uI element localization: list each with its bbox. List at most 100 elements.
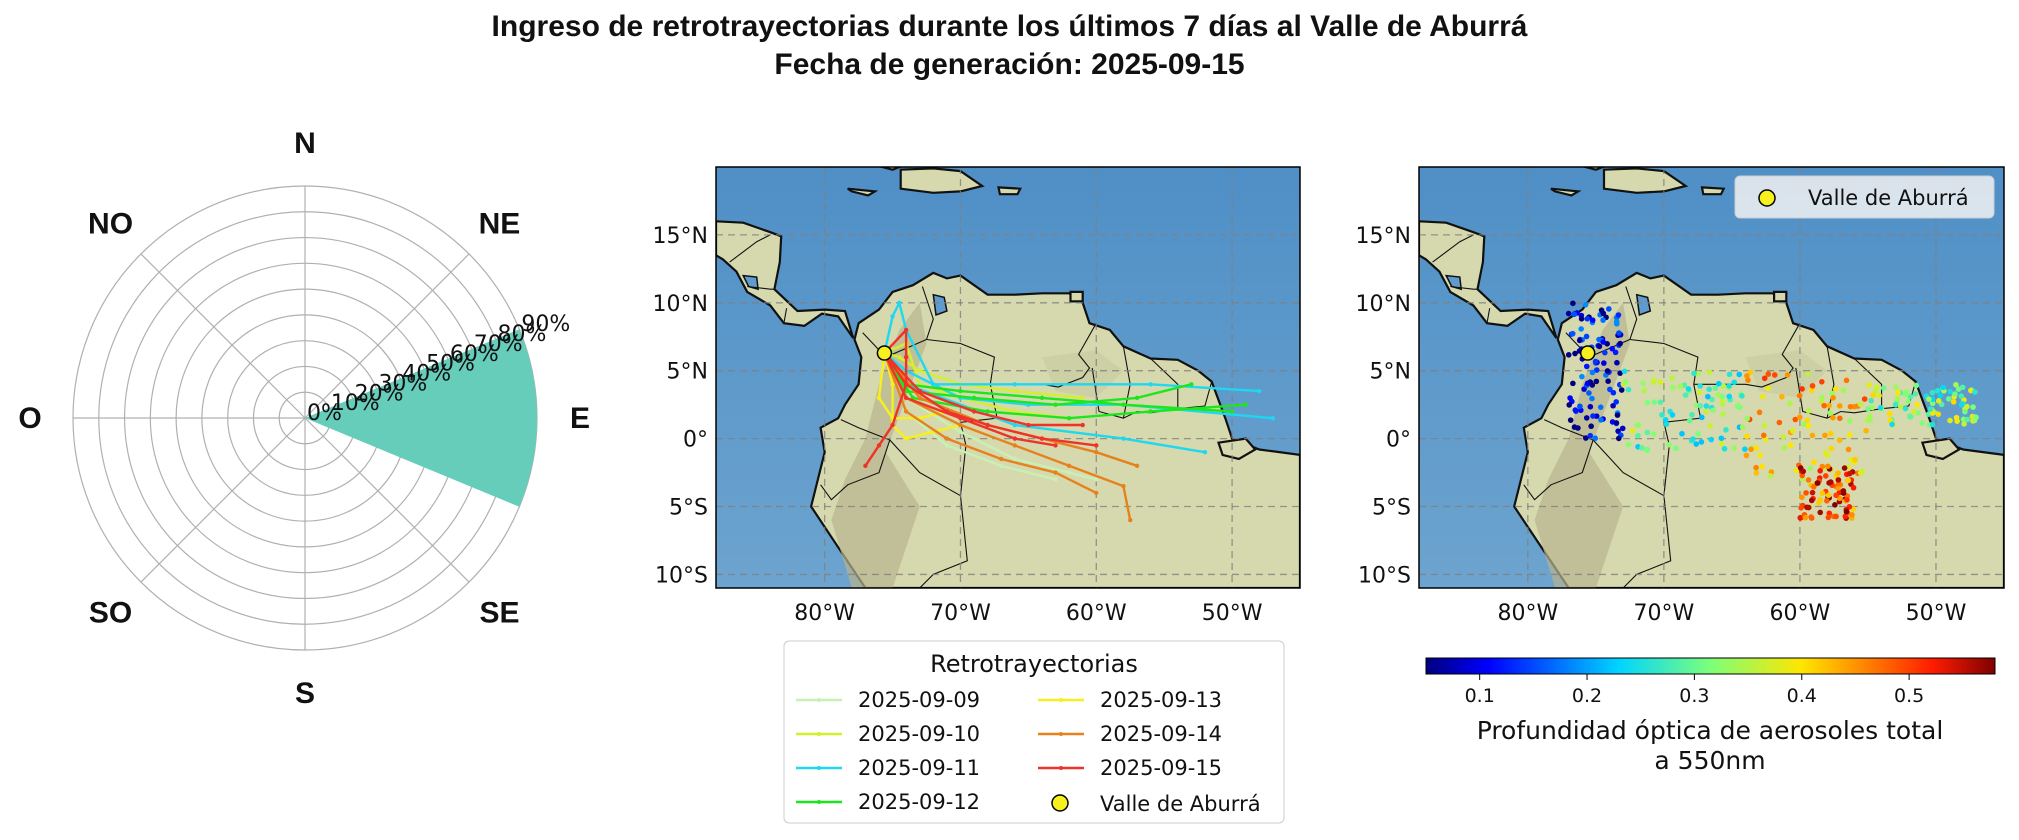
aod-point bbox=[1792, 416, 1799, 423]
aod-point bbox=[1835, 477, 1842, 483]
aod-point bbox=[1846, 470, 1853, 477]
country-border bbox=[1622, 495, 1672, 588]
aod-point bbox=[1935, 398, 1942, 404]
aod-point bbox=[1582, 435, 1589, 441]
aod-point bbox=[1673, 445, 1679, 452]
aod-point bbox=[1759, 463, 1765, 470]
trajectory-point bbox=[1012, 456, 1017, 462]
aod-point bbox=[1615, 435, 1622, 442]
rose-rtick-label: 10% bbox=[331, 391, 380, 416]
aod-point bbox=[1825, 492, 1832, 499]
aod-point bbox=[1844, 496, 1850, 503]
lat-tick-label: 10°S bbox=[1358, 563, 1411, 588]
trajectory-point bbox=[985, 409, 990, 414]
aod-point bbox=[1805, 408, 1812, 414]
land-shape bbox=[1700, 186, 1726, 196]
lon-tick-label: 70°W bbox=[930, 601, 991, 626]
land-shape bbox=[716, 220, 855, 339]
map2-land bbox=[1419, 167, 2004, 588]
trajectory-point bbox=[999, 463, 1004, 468]
aod-point bbox=[1679, 430, 1685, 437]
aod-point bbox=[1709, 396, 1715, 403]
country-border bbox=[1853, 358, 1883, 409]
aod-point bbox=[1892, 401, 1899, 408]
aod-point bbox=[1696, 389, 1703, 395]
aod-point bbox=[1588, 423, 1594, 430]
trajectory-point bbox=[985, 422, 990, 428]
aod-point bbox=[1753, 445, 1760, 451]
trajectory-point bbox=[1094, 477, 1099, 482]
trajectory-line bbox=[883, 352, 1192, 406]
aod-point bbox=[1826, 402, 1832, 409]
legend-swatch-marker bbox=[817, 732, 821, 736]
map2-legend-box bbox=[1734, 175, 1995, 219]
aod-point bbox=[1863, 427, 1869, 434]
aod-point bbox=[1589, 382, 1596, 388]
aod-point bbox=[1912, 391, 1919, 397]
country-border bbox=[1432, 234, 1474, 263]
rose-dir-o: O bbox=[18, 402, 41, 435]
aod-point bbox=[1670, 384, 1676, 391]
aod-point bbox=[1583, 333, 1590, 340]
aod-point bbox=[1970, 404, 1976, 410]
legend-swatch-marker bbox=[1059, 766, 1063, 770]
aod-point bbox=[1945, 396, 1952, 402]
aod-point bbox=[1807, 465, 1814, 472]
aod-point bbox=[1744, 373, 1750, 379]
rose-spoke bbox=[140, 417, 306, 583]
lat-tick-label: 0° bbox=[1386, 428, 1411, 453]
trajectory-point bbox=[917, 395, 922, 401]
aod-point bbox=[1767, 473, 1774, 479]
aod-point bbox=[1894, 395, 1901, 402]
aod-point bbox=[1796, 392, 1803, 399]
aod-point bbox=[1693, 441, 1700, 447]
aod-point bbox=[1784, 372, 1791, 378]
lake-shape bbox=[1444, 274, 1463, 291]
aod-point bbox=[1961, 421, 1967, 427]
aod-point bbox=[1952, 391, 1958, 397]
lat-tick-label: 10°S bbox=[655, 563, 708, 588]
lat-tick-label: 5°N bbox=[1370, 360, 1411, 385]
rose-rtick-label: 50% bbox=[426, 352, 475, 377]
trajectory-point bbox=[1066, 416, 1072, 421]
aod-point bbox=[1760, 432, 1767, 439]
aod-point bbox=[1805, 423, 1812, 429]
aod-point bbox=[1619, 425, 1626, 432]
rose-rtick-label: 80% bbox=[498, 322, 547, 347]
aod-point bbox=[1618, 387, 1625, 393]
aod-point bbox=[1659, 411, 1665, 418]
aod-point bbox=[1686, 417, 1693, 424]
trajectory-point bbox=[958, 416, 963, 421]
trajectory-point bbox=[944, 436, 950, 441]
aod-point bbox=[1569, 330, 1576, 337]
country-border bbox=[747, 285, 775, 290]
trajectory-point bbox=[1121, 436, 1126, 441]
aod-point bbox=[1586, 390, 1592, 396]
aod-point bbox=[1947, 388, 1954, 395]
land-shape bbox=[1069, 290, 1084, 303]
trajectory-point bbox=[917, 368, 922, 373]
land-shape bbox=[1513, 271, 2004, 588]
rose-rtick-label: 40% bbox=[402, 362, 451, 387]
aod-point bbox=[1617, 340, 1624, 347]
trajectory-line bbox=[883, 352, 1097, 494]
aod-point bbox=[1715, 380, 1722, 387]
aod-point bbox=[1615, 428, 1621, 434]
aod-point bbox=[1570, 300, 1576, 307]
aod-point bbox=[1726, 393, 1733, 400]
rose-dir-no: NO bbox=[88, 208, 133, 241]
aod-point bbox=[1613, 321, 1620, 327]
aod-point bbox=[1677, 383, 1684, 390]
rose-dir-e: E bbox=[570, 402, 590, 435]
aod-point bbox=[1657, 399, 1664, 405]
aod-point bbox=[1698, 414, 1705, 421]
trajectory-point bbox=[958, 388, 963, 394]
aod-point bbox=[1598, 417, 1604, 423]
aod-point bbox=[1808, 497, 1815, 504]
aod-point bbox=[1715, 392, 1722, 398]
aod-point bbox=[1779, 393, 1785, 400]
aod-point bbox=[1835, 470, 1841, 476]
aod-point bbox=[1567, 417, 1574, 423]
aod-point bbox=[1822, 473, 1829, 479]
aod-point bbox=[1805, 371, 1811, 377]
